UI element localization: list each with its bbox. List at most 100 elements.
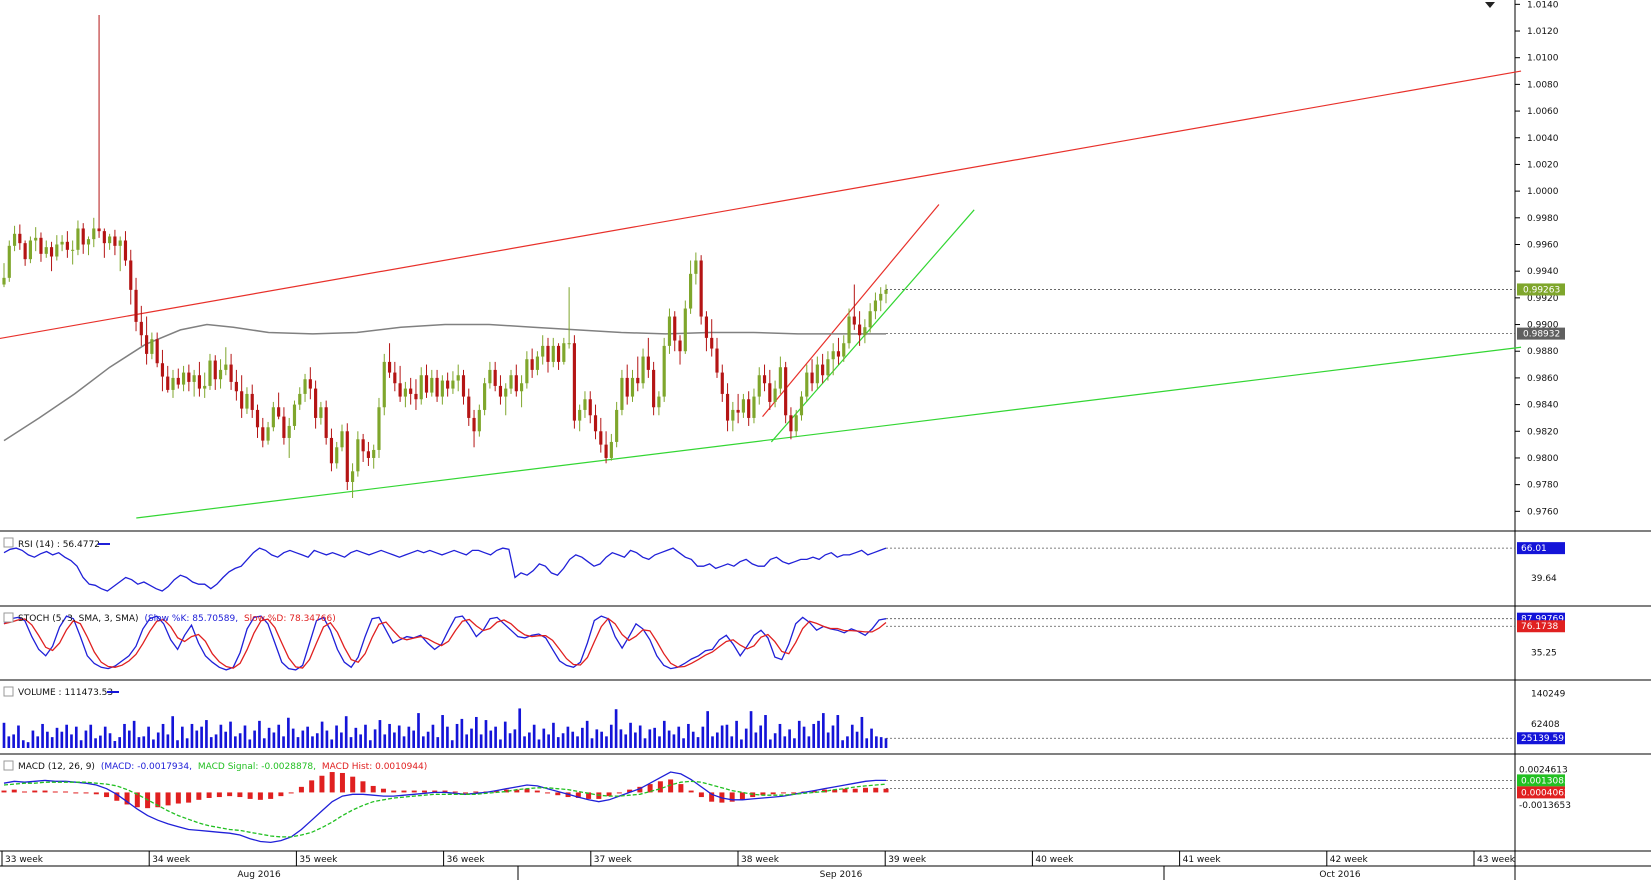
candle: [160, 349, 165, 392]
macd-panel: 0.0024613 -0.0013653 0.0013085 0.0004062: [1, 766, 1571, 844]
candle: [23, 240, 27, 266]
chart-menu-chevron-down-icon[interactable]: [1485, 2, 1495, 8]
candle: [731, 401, 735, 432]
candle-body: [250, 393, 254, 410]
candle: [86, 236, 91, 256]
macd-hist-bar: [709, 792, 715, 802]
candle-body: [836, 351, 841, 357]
candle-body: [683, 308, 687, 352]
candle-body: [525, 359, 529, 384]
month-label: Aug 2016: [237, 870, 281, 880]
volume-bar: [850, 724, 854, 748]
candle-body: [636, 377, 640, 384]
week-label: 40 week: [1035, 855, 1074, 865]
candle-body: [308, 379, 312, 389]
volume-bar: [740, 739, 743, 748]
macd-legend-checkbox[interactable]: [3, 760, 14, 771]
candle: [134, 277, 138, 332]
stoch-legend-checkbox[interactable]: [3, 612, 14, 623]
macd-hist-bar: [616, 792, 622, 794]
macd-hist-bar: [432, 790, 438, 793]
candle: [102, 228, 106, 258]
volume-bar: [706, 711, 709, 748]
rsi-legend-checkbox[interactable]: [3, 537, 14, 548]
volume-bar: [450, 740, 454, 748]
volume-bar: [826, 732, 830, 748]
volume-legend-checkbox[interactable]: [3, 686, 14, 697]
candle: [176, 368, 180, 389]
candle-body: [282, 416, 286, 438]
candle: [662, 337, 666, 402]
candle: [277, 392, 281, 420]
candle-body: [261, 427, 265, 441]
candle-body: [588, 399, 592, 416]
volume-bar: [513, 729, 517, 748]
volume-bar: [248, 739, 252, 748]
price-tick-label: 1.0000: [1527, 187, 1559, 197]
volume-bar: [402, 736, 406, 748]
volume-bar: [537, 739, 541, 748]
macd-hist-bar: [463, 792, 469, 794]
candle: [572, 335, 576, 429]
volume-bar: [624, 734, 628, 748]
candle-body: [794, 415, 798, 432]
week-label: 43 week: [1477, 855, 1516, 865]
candle-body: [76, 228, 80, 250]
candle: [741, 393, 745, 418]
macd-hist-bar: [134, 792, 140, 808]
volume-bar: [773, 733, 777, 748]
volume-bar: [508, 733, 512, 748]
candle-body: [139, 321, 143, 336]
volume-bar: [465, 734, 469, 748]
candle-body: [303, 379, 307, 394]
candle: [456, 364, 460, 392]
candle-body: [826, 359, 830, 376]
volume-bar: [412, 730, 415, 748]
candle: [60, 235, 64, 252]
candle: [488, 361, 492, 389]
price-tick-label: 0.9900: [1527, 321, 1559, 331]
candle-body: [567, 343, 571, 345]
price-axis: 1.0140 1.0120 1.0100 1.0080 1.0060 1.0040 1.00…: [1515, 0, 1559, 517]
volume-bar: [788, 729, 791, 748]
volume-bar: [368, 740, 372, 748]
volume-bar: [103, 726, 107, 748]
candle-body: [741, 399, 745, 413]
candle: [382, 353, 386, 416]
macd-hist-bar: [83, 792, 89, 794]
candle: [446, 372, 450, 397]
volume-bar: [359, 734, 362, 748]
candle-body: [762, 375, 767, 384]
volume-bar: [494, 726, 497, 748]
price-tick-label: 0.9940: [1527, 267, 1559, 277]
candle: [340, 424, 344, 452]
volume-bar: [12, 734, 15, 748]
candle: [329, 428, 334, 472]
volume-bar: [74, 726, 78, 748]
candle: [551, 337, 555, 368]
price-tick-label: 1.0060: [1527, 107, 1559, 117]
candle: [224, 347, 228, 376]
volume-tick-label: 62408: [1531, 720, 1560, 730]
candle: [266, 421, 270, 445]
candle-body: [319, 407, 323, 418]
volume-bar: [287, 717, 290, 748]
candle: [451, 371, 455, 394]
resistance-trend-line: [762, 204, 940, 417]
stoch-legend-text: STOCH (5, 3, SMA, 3, SMA) (Slow %K: 85.7…: [18, 614, 336, 624]
volume-bar: [113, 741, 117, 748]
candles: [2, 15, 888, 498]
macd-hist-bar: [411, 790, 417, 793]
volume-bar: [190, 723, 194, 748]
candle-body: [725, 393, 730, 421]
candle-body: [831, 351, 835, 360]
macd-hist-bar: [678, 784, 684, 793]
macd-line: [3, 771, 886, 844]
macd-hist-bar: [780, 792, 786, 794]
candle-body: [440, 380, 444, 397]
candle: [435, 369, 439, 402]
volume-bar: [547, 734, 550, 748]
candle: [683, 300, 687, 354]
candle: [350, 463, 355, 498]
